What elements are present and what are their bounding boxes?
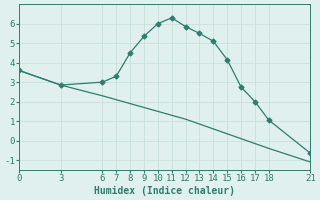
X-axis label: Humidex (Indice chaleur): Humidex (Indice chaleur) [94,186,235,196]
